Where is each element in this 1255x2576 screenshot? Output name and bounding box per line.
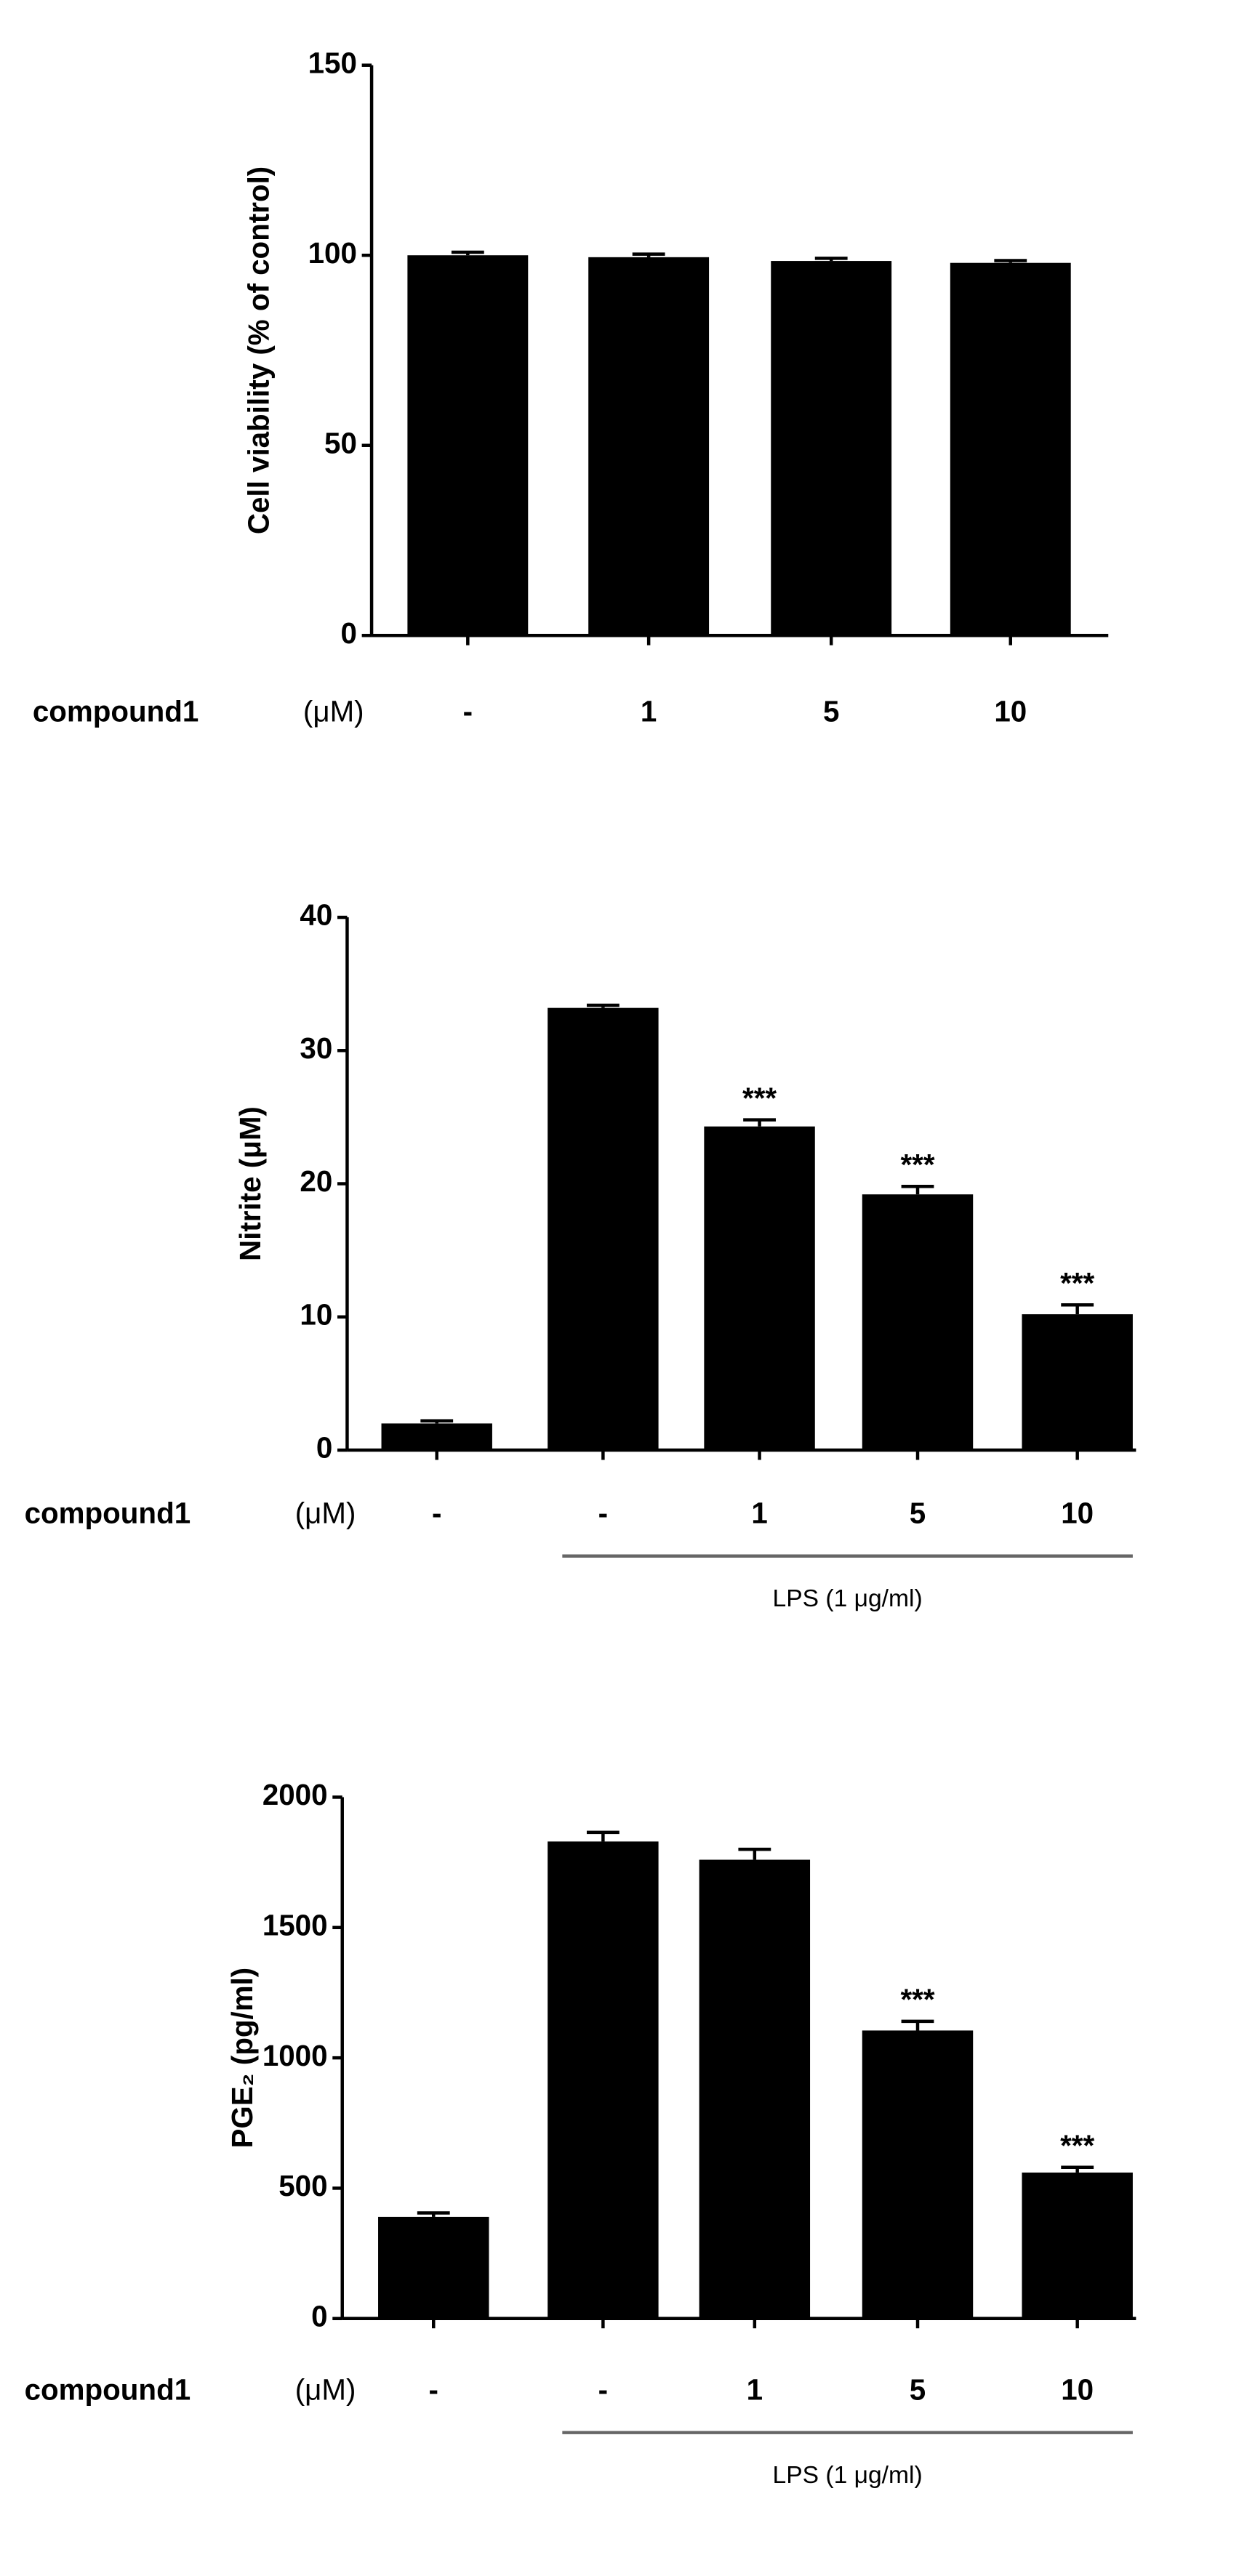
row-unit: (μM) — [303, 695, 364, 728]
y-tick-label: 40 — [300, 898, 332, 932]
y-tick-label: 0 — [340, 616, 356, 650]
y-axis-label: Nitrite (μM) — [233, 1106, 267, 1261]
bar — [704, 1126, 815, 1451]
x-tick-label: 1 — [747, 2372, 763, 2406]
y-tick-label: 150 — [308, 46, 357, 79]
row-label: compound1 — [25, 2372, 191, 2406]
x-tick-label: 5 — [823, 695, 839, 728]
bar — [378, 2216, 489, 2319]
y-tick-label: 20 — [300, 1164, 332, 1198]
bar — [950, 262, 1071, 636]
x-tick-label: 5 — [910, 2372, 926, 2406]
bar — [862, 1194, 974, 1451]
bar — [381, 1423, 492, 1451]
group-label: LPS (1 μg/ml) — [773, 2462, 923, 2489]
chart: 0 10 20 30 40 Nitrite (μM) compound1 (μM) - - *** 1… — [25, 898, 1136, 1612]
group-label: LPS (1 μg/ml) — [773, 1585, 923, 1612]
significance: *** — [742, 1081, 777, 1114]
x-tick-label: - — [429, 2372, 438, 2406]
y-tick-label: 10 — [300, 1297, 332, 1331]
bar — [699, 1859, 811, 2319]
row-label: compound1 — [33, 695, 199, 728]
row-unit: (μM) — [295, 1496, 356, 1529]
x-tick-label: - — [432, 1496, 441, 1529]
y-tick-label: 500 — [278, 2169, 327, 2202]
chart: 0 500 1000 1500 2000 PGE₂ (pg/ml) compound1 (μM… — [25, 1778, 1136, 2489]
y-tick-label: 1000 — [262, 2039, 328, 2072]
bar — [862, 2030, 974, 2319]
y-tick-label: 50 — [324, 426, 357, 459]
x-tick-label: 1 — [641, 695, 657, 728]
bar — [548, 1007, 659, 1451]
chart: 0 50 100 150 Cell viability (% of control) co… — [33, 46, 1109, 728]
x-tick-label: - — [598, 1496, 608, 1529]
significance: *** — [900, 1983, 934, 2016]
bar — [407, 255, 529, 636]
x-tick-label: - — [598, 2372, 608, 2406]
x-tick-label: 10 — [994, 695, 1027, 728]
y-axis-label: PGE₂ (pg/ml) — [225, 1968, 259, 2149]
y-tick-label: 100 — [308, 236, 357, 270]
bar — [588, 257, 710, 636]
significance: *** — [1060, 1266, 1094, 1300]
y-tick-label: 0 — [316, 1431, 332, 1465]
y-tick-label: 30 — [300, 1031, 332, 1065]
bar — [1022, 2172, 1133, 2319]
x-tick-label: 10 — [1061, 2372, 1094, 2406]
y-tick-label: 2000 — [262, 1778, 328, 1811]
x-tick-label: 10 — [1061, 1496, 1094, 1529]
x-tick-label: 1 — [751, 1496, 767, 1529]
y-tick-label: 0 — [311, 2299, 327, 2333]
significance: *** — [1060, 2129, 1094, 2162]
bar — [1022, 1314, 1133, 1451]
significance: *** — [900, 1148, 934, 1181]
y-axis-label: Cell viability (% of control) — [241, 166, 275, 534]
bar — [771, 261, 892, 636]
x-tick-label: - — [463, 695, 473, 728]
y-tick-label: 1500 — [262, 1908, 328, 1941]
row-label: compound1 — [25, 1496, 191, 1529]
bar — [548, 1841, 659, 2319]
x-tick-label: 5 — [910, 1496, 926, 1529]
row-unit: (μM) — [295, 2372, 356, 2406]
